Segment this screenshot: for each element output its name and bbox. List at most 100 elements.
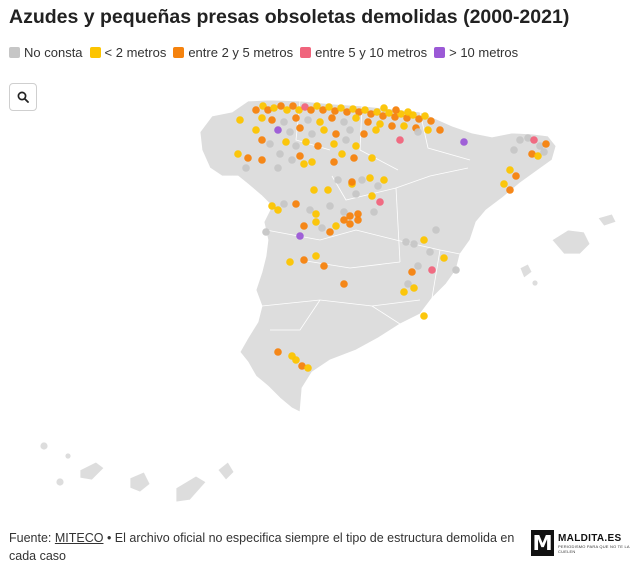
demolition-point[interactable] [330,140,338,148]
demolition-point[interactable] [421,112,429,120]
demolition-point[interactable] [420,312,428,320]
demolition-point[interactable] [426,248,434,256]
demolition-point[interactable] [332,222,340,230]
demolition-point[interactable] [506,166,514,174]
demolition-point[interactable] [410,240,418,248]
demolition-point[interactable] [516,136,524,144]
demolition-point[interactable] [242,164,250,172]
demolition-point[interactable] [436,126,444,134]
demolition-point[interactable] [328,114,336,122]
demolition-point[interactable] [510,146,518,154]
demolition-point[interactable] [340,216,348,224]
demolition-point[interactable] [354,216,362,224]
demolition-point[interactable] [300,222,308,230]
demolition-point[interactable] [331,107,339,115]
demolition-point[interactable] [348,178,356,186]
demolition-point[interactable] [420,236,428,244]
demolition-point[interactable] [268,202,276,210]
demolition-point[interactable] [440,254,448,262]
demolition-point[interactable] [352,190,360,198]
demolition-point[interactable] [268,116,276,124]
demolition-point[interactable] [368,154,376,162]
demolition-point[interactable] [266,140,274,148]
demolition-point[interactable] [286,258,294,266]
demolition-point[interactable] [361,106,369,114]
demolition-point[interactable] [332,130,340,138]
demolition-point[interactable] [337,104,345,112]
demolition-point[interactable] [364,118,372,126]
demolition-point[interactable] [326,228,334,236]
demolition-point[interactable] [340,118,348,126]
demolition-point[interactable] [370,208,378,216]
demolition-point[interactable] [402,238,410,246]
demolition-point[interactable] [264,106,272,114]
demolition-point[interactable] [274,348,282,356]
demolition-point[interactable] [325,103,333,111]
demolition-point[interactable] [343,108,351,116]
demolition-point[interactable] [324,186,332,194]
demolition-point[interactable] [367,110,375,118]
demolition-point[interactable] [314,142,322,150]
demolition-point[interactable] [360,130,368,138]
demolition-point[interactable] [338,150,346,158]
demolition-point[interactable] [385,109,393,117]
demolition-point[interactable] [298,362,306,370]
demolition-point[interactable] [258,156,266,164]
demolition-point[interactable] [506,186,514,194]
demolition-point[interactable] [372,126,380,134]
demolition-point[interactable] [388,122,396,130]
demolition-point[interactable] [236,116,244,124]
demolition-point[interactable] [379,112,387,120]
demolition-point[interactable] [380,176,388,184]
demolition-point[interactable] [330,158,338,166]
demolition-point[interactable] [292,142,300,150]
demolition-point[interactable] [373,108,381,116]
demolition-point[interactable] [274,206,282,214]
demolition-point[interactable] [460,138,468,146]
demolition-point[interactable] [288,156,296,164]
demolition-point[interactable] [340,208,348,216]
demolition-point[interactable] [320,262,328,270]
demolition-point[interactable] [391,113,399,121]
demolition-point[interactable] [258,114,266,122]
demolition-point[interactable] [313,102,321,110]
demolition-point[interactable] [289,102,297,110]
demolition-point[interactable] [300,160,308,168]
demolition-point[interactable] [403,114,411,122]
demolition-point[interactable] [308,130,316,138]
demolition-point[interactable] [349,105,357,113]
demolition-point[interactable] [280,200,288,208]
demolition-point[interactable] [334,176,342,184]
demolition-point[interactable] [274,126,282,134]
demolition-point[interactable] [358,176,366,184]
demolition-point[interactable] [428,266,436,274]
demolition-point[interactable] [302,138,310,146]
demolition-point[interactable] [528,150,536,158]
demolition-point[interactable] [396,136,404,144]
demolition-point[interactable] [252,106,260,114]
demolition-point[interactable] [296,124,304,132]
demolition-point[interactable] [234,150,242,158]
demolition-point[interactable] [414,128,422,136]
demolition-point[interactable] [346,212,354,220]
demolition-point[interactable] [376,120,384,128]
demolition-point[interactable] [355,108,363,116]
demolition-point[interactable] [312,252,320,260]
demolition-point[interactable] [374,182,382,190]
demolition-point[interactable] [258,136,266,144]
demolition-point[interactable] [270,104,278,112]
demolition-point[interactable] [342,136,350,144]
demolition-point[interactable] [307,106,315,114]
demolition-point[interactable] [354,210,362,218]
demolition-point[interactable] [404,280,412,288]
source-link[interactable]: MITECO [54,531,104,545]
search-button[interactable] [9,83,37,111]
demolition-point[interactable] [400,288,408,296]
demolition-point[interactable] [534,152,542,160]
demolition-point[interactable] [408,268,416,276]
demolition-point[interactable] [542,140,550,148]
demolition-point[interactable] [346,220,354,228]
demolition-point[interactable] [415,115,423,123]
demolition-point[interactable] [295,106,303,114]
